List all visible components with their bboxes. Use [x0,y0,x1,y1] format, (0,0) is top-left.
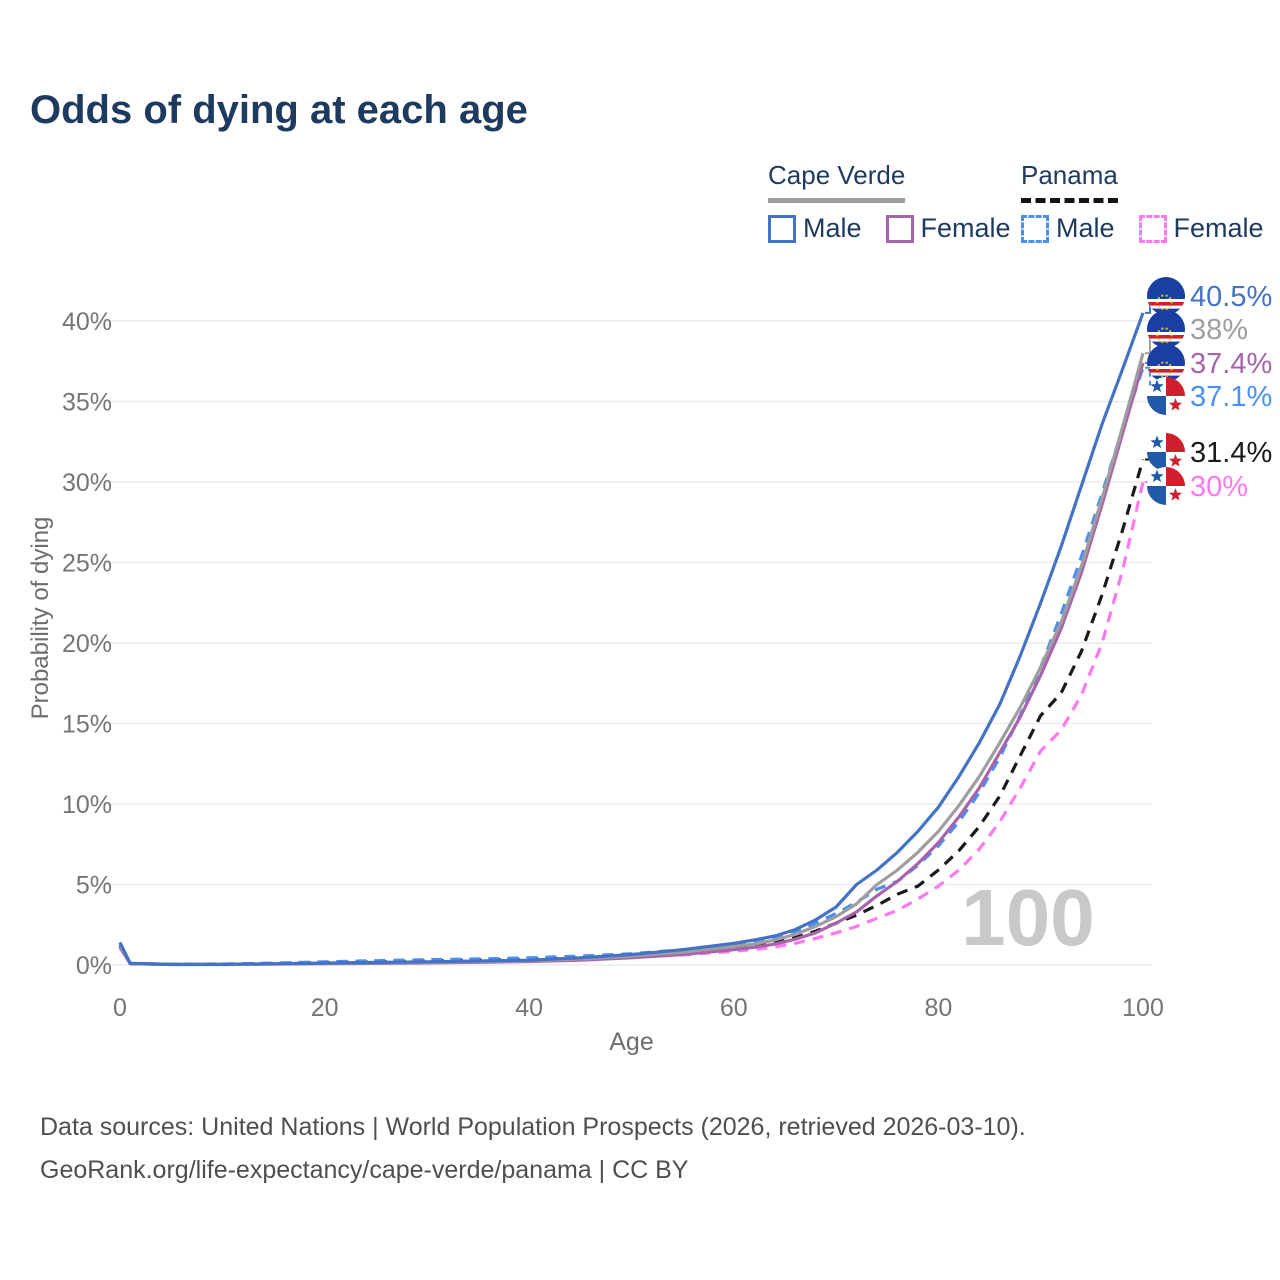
series-line-panama-female [118,481,1145,967]
y-tick-label: 15% [62,711,112,739]
legend-group-cape-verde: Cape Verde Male Female [768,160,1011,244]
end-value-label-panama-female: 30% [1190,471,1248,503]
series-line-cape-verde-male [118,312,1145,967]
legend-swatch-panama-male-icon[interactable] [1021,214,1049,243]
x-tick-label: 60 [720,994,748,1022]
y-tick-label: 0% [76,952,112,980]
series-line-panama-both-sexes [118,459,1145,967]
end-label-connector [1145,366,1151,397]
x-tick-label: 20 [311,994,339,1022]
legend-swatch-cape-verde-male-icon[interactable] [768,214,796,243]
cape-verde-flag-icon [1147,310,1185,348]
legend-label-panama-female: Female [1173,213,1264,243]
x-tick-label: 80 [924,994,952,1022]
panama-flag-icon [1147,377,1185,415]
legend-items-panama: Male Female [1021,213,1264,244]
legend-items-cape-verde: Male Female [768,213,1011,244]
x-tick-label: 100 [1122,994,1164,1022]
chart-footer: Data sources: United Nations | World Pop… [40,1106,1026,1192]
panama-flag-icon [1147,433,1185,471]
legend-group-panama: Panama Male Female [1021,160,1264,244]
x-tick-label: 0 [113,994,127,1022]
legend-label-cape-verde-male: Male [803,213,862,243]
cape-verde-flag-icon [1147,277,1185,315]
x-tick-label: 40 [515,994,543,1022]
y-tick-label: 25% [62,550,112,578]
attribution-url: GeoRank.org/life-expectancy/cape-verde/p… [40,1156,689,1184]
cape-verde-flag-icon [1147,344,1185,382]
end-value-label-cape-verde-both-sexes: 38% [1190,314,1248,346]
legend-swatch-cape-verde-female-icon[interactable] [885,214,914,243]
end-value-label-cape-verde-female: 37.4% [1190,348,1272,380]
page-title: Odds of dying at each age [30,88,528,132]
y-tick-label: 20% [62,630,112,658]
legend-item-panama-male[interactable]: Male [1021,213,1115,244]
legend-item-cape-verde-male[interactable]: Male [768,213,862,244]
end-value-label-panama-male: 37.1% [1190,381,1272,413]
y-tick-label: 40% [62,308,112,336]
data-sources-text: Data sources: United Nations | World Pop… [40,1113,1026,1141]
y-axis-title: Probability of dying [27,517,54,720]
legend-item-panama-female[interactable]: Female [1138,213,1264,244]
y-tick-label: 30% [62,469,112,497]
legend-country-cape-verde: Cape Verde [768,160,906,203]
legend-item-cape-verde-female[interactable]: Female [885,213,1011,244]
legend-label-cape-verde-female: Female [920,213,1011,243]
y-tick-label: 5% [76,872,112,900]
end-value-label-cape-verde-male: 40.5% [1190,281,1272,313]
x-axis-title: Age [609,1028,653,1056]
panama-flag-icon [1147,467,1185,505]
legend-swatch-panama-female-icon[interactable] [1138,214,1167,243]
legend-country-panama: Panama [1021,160,1118,203]
y-tick-label: 35% [62,389,112,417]
age-watermark: 100 [961,873,1094,962]
legend-label-panama-male: Male [1056,213,1115,243]
end-value-label-panama-both-sexes: 31.4% [1190,437,1272,469]
y-tick-label: 10% [62,791,112,819]
